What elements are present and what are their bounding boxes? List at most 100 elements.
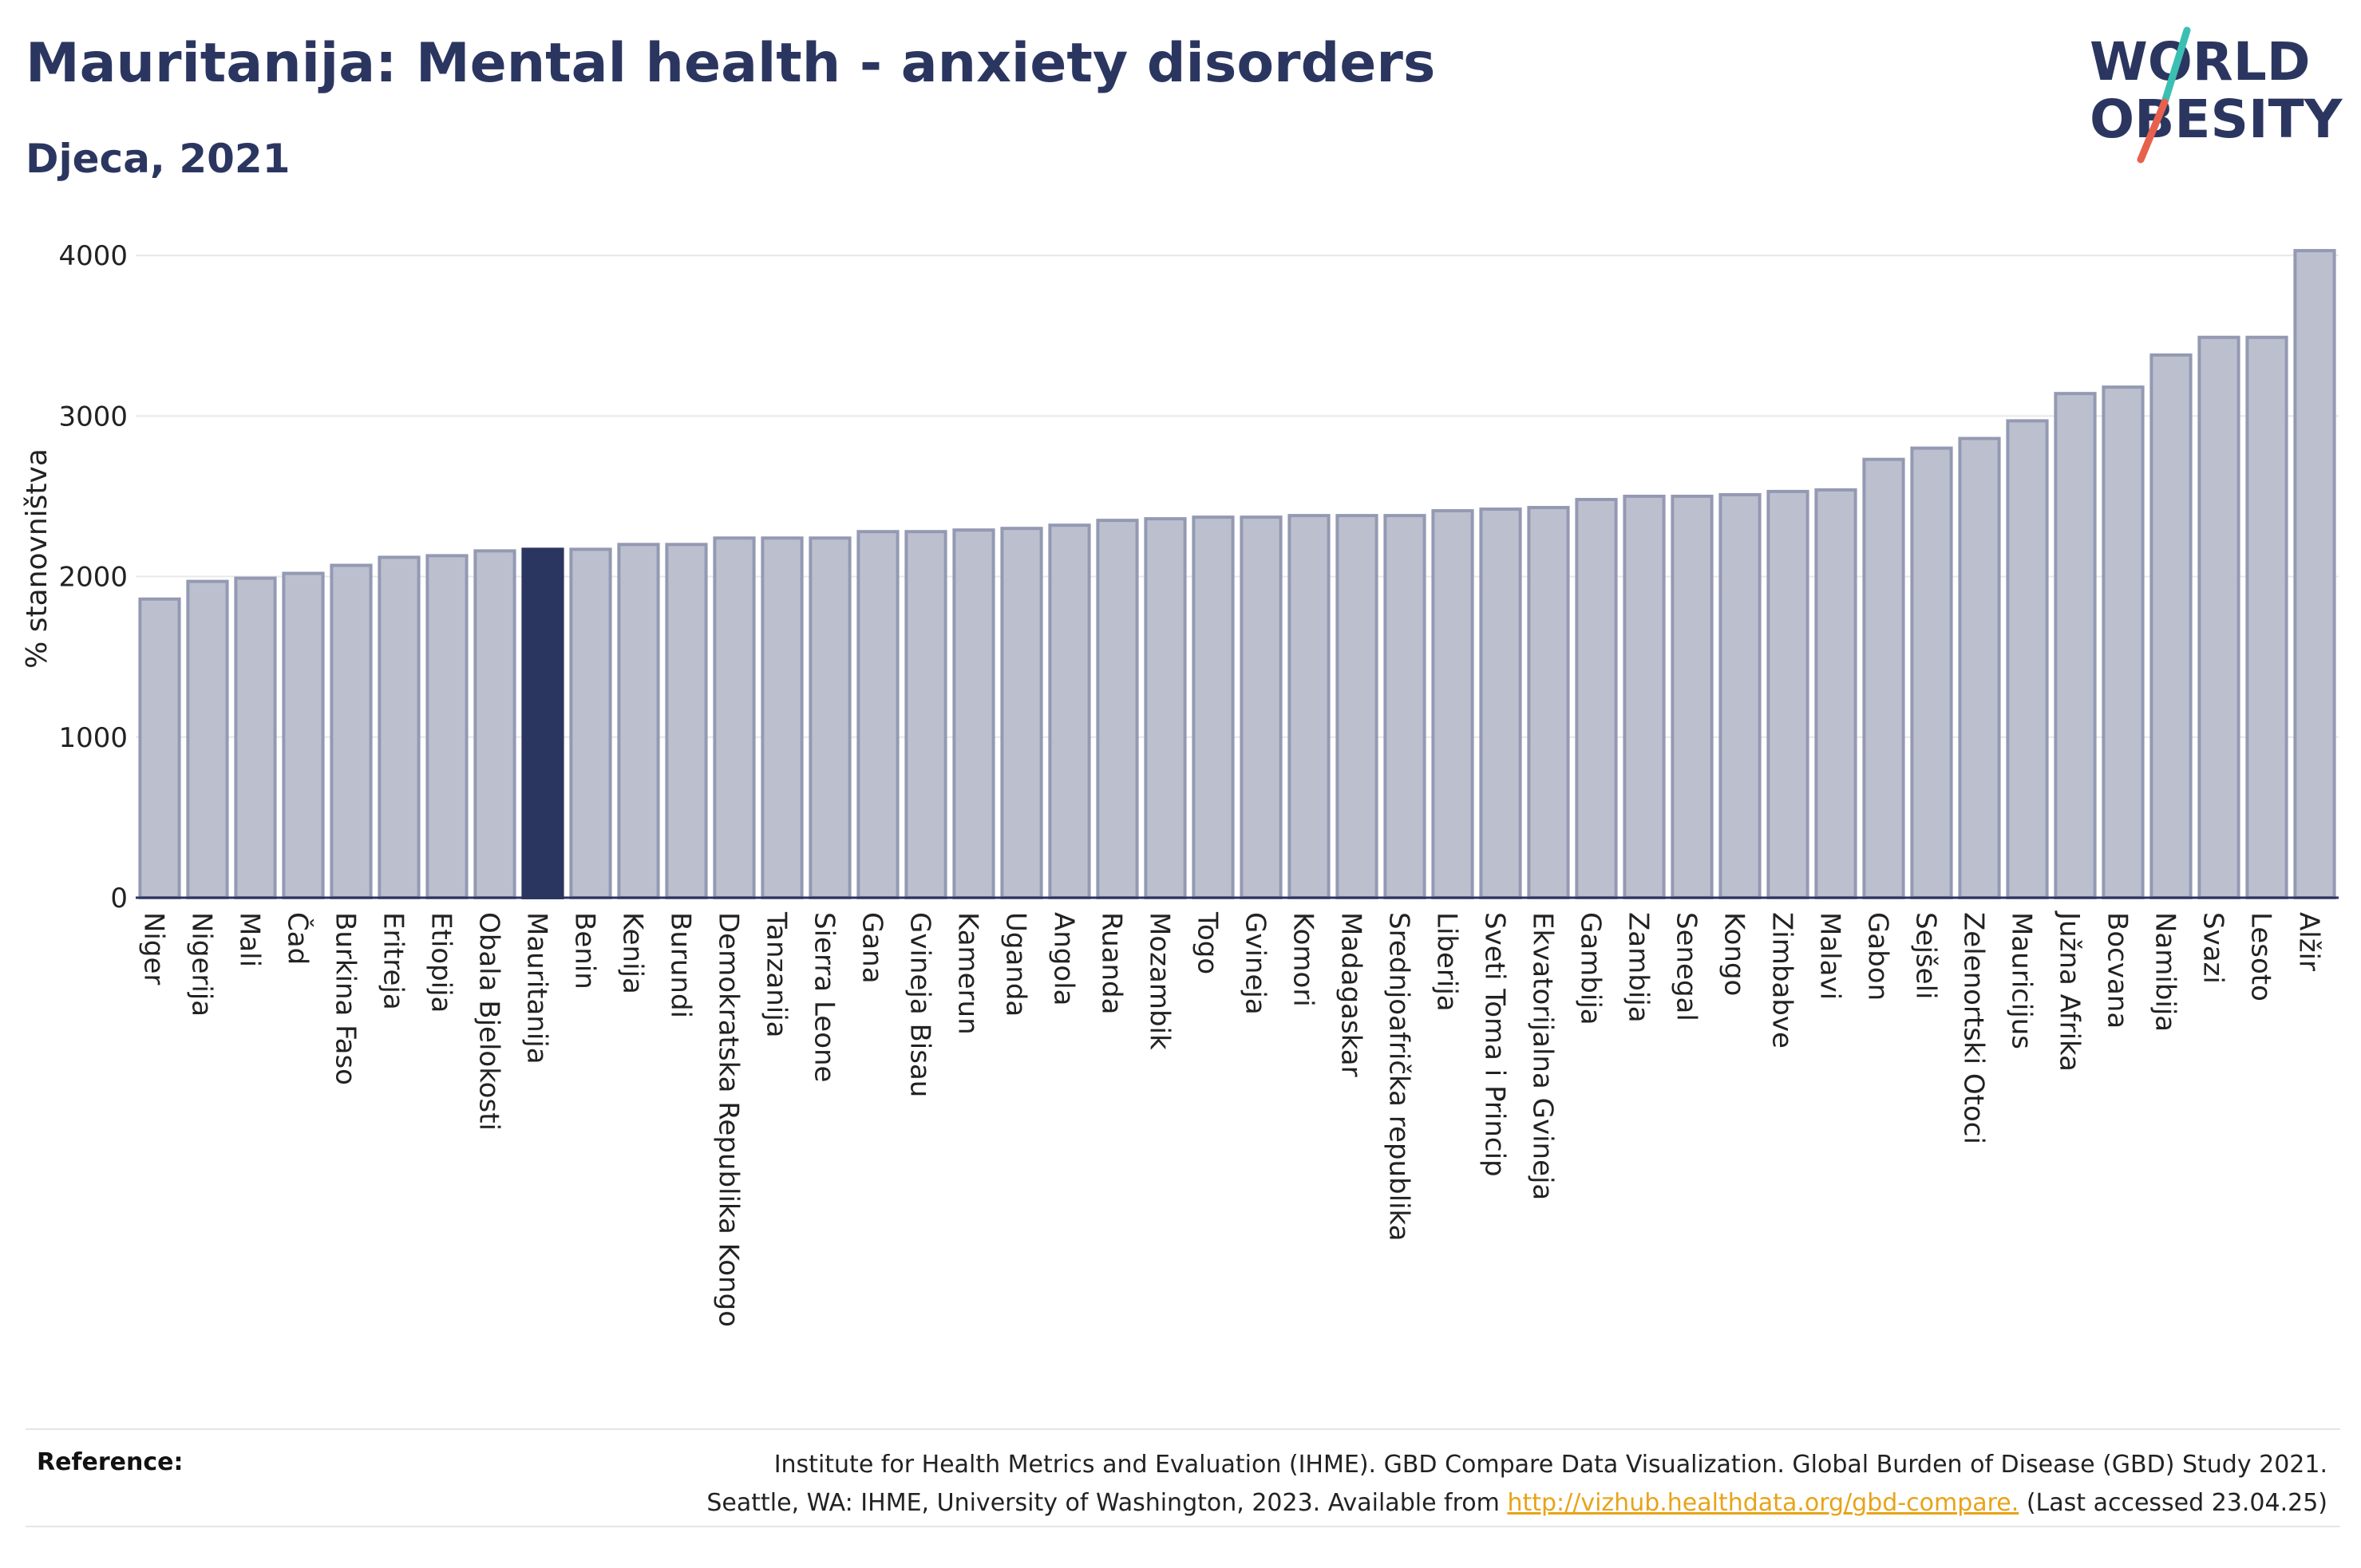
x-tick-label: Gvineja	[1239, 912, 1271, 1015]
bar	[1240, 515, 1283, 899]
bar	[425, 554, 469, 900]
chart-title: Mauritanija: Mental health - anxiety dis…	[26, 32, 1436, 95]
bar	[856, 530, 900, 899]
bar	[138, 597, 181, 899]
reference-text: Institute for Health Metrics and Evaluat…	[412, 1446, 2327, 1523]
x-tick-label: Burkina Faso	[329, 912, 361, 1085]
logo-line2: OBESITY	[2090, 89, 2343, 150]
y-tick-labels: 0 1000 2000 3000 4000	[58, 240, 128, 914]
bar	[1575, 497, 1618, 899]
bar	[2054, 392, 2097, 900]
y-tick-label: 3000	[58, 401, 128, 432]
reference-line-2: Seattle, WA: IHME, University of Washing…	[412, 1484, 2327, 1523]
x-tick-label: Nigerija	[185, 912, 217, 1017]
x-tick-label: Kenija	[616, 912, 648, 994]
x-tick-label: Angola	[1047, 912, 1079, 1005]
world-obesity-logo: WORLD OBESITY	[2090, 26, 2343, 164]
bar	[904, 530, 947, 899]
bar	[1623, 494, 1666, 899]
x-tick-label: Ruanda	[1095, 912, 1127, 1014]
bar	[2293, 249, 2336, 899]
x-tick-label: Benin	[568, 912, 600, 989]
x-tick-label: Zelenortski Otoci	[1957, 912, 1989, 1144]
x-tick-label: Zimbabve	[1766, 912, 1797, 1049]
footer-divider-top	[26, 1428, 2340, 1430]
y-tick-label: 0	[110, 883, 128, 914]
x-tick-label: Ekvatorijalna Gvineja	[1526, 912, 1558, 1200]
x-tick-label: Uganda	[999, 912, 1031, 1017]
x-tick-label: Gabon	[1861, 912, 1893, 1001]
x-tick-label: Gvineja Bisau	[904, 912, 935, 1097]
bar	[521, 547, 564, 899]
bar	[1766, 489, 1809, 899]
logo-line1: WORLD	[2090, 31, 2311, 93]
x-tick-label: Liberija	[1430, 912, 1462, 1012]
chart-subtitle: Djeca, 2021	[26, 136, 291, 182]
bar	[1096, 519, 1139, 899]
bar	[713, 536, 756, 900]
bar	[1718, 492, 1762, 899]
bar	[1335, 514, 1378, 899]
reference-line-1: Institute for Health Metrics and Evaluat…	[773, 1451, 2327, 1479]
bar	[1383, 514, 1426, 899]
bar	[809, 536, 852, 900]
x-tick-label: Srednjoafrička republika	[1382, 912, 1414, 1241]
bar	[1671, 494, 1714, 899]
x-tick-label: Bocvana	[2101, 912, 2133, 1029]
bar	[2006, 419, 2049, 899]
x-tick-label: Alžir	[2292, 912, 2324, 971]
bar	[1958, 436, 2001, 899]
bar	[2245, 335, 2288, 899]
y-tick-label: 4000	[58, 240, 128, 272]
bar	[473, 549, 516, 899]
x-tick-label: Komori	[1287, 912, 1319, 1007]
bar	[1527, 506, 1570, 899]
bar	[282, 571, 325, 899]
bars-layer	[138, 249, 2336, 900]
bar	[186, 579, 229, 899]
bar	[1862, 457, 1905, 899]
x-tick-label: Etiopija	[425, 912, 457, 1013]
bar	[378, 555, 421, 899]
bar	[1144, 517, 1187, 899]
y-tick-label: 1000	[58, 722, 128, 754]
bar	[1814, 488, 1857, 900]
x-tick-label: Senegal	[1670, 912, 1702, 1021]
x-tick-label: Burundi	[664, 912, 696, 1018]
x-tick-label: Kamerun	[951, 912, 983, 1035]
bar	[2149, 353, 2193, 899]
bar	[330, 563, 373, 899]
x-tick-label: Mali	[233, 912, 265, 967]
bar	[952, 528, 995, 900]
bar	[234, 576, 277, 899]
bar	[1431, 509, 1474, 899]
x-tick-label: Malavi	[1813, 912, 1845, 1000]
x-tick-label: Mauritanija	[520, 912, 552, 1064]
bar	[665, 543, 708, 899]
x-tick-label: Demokratska Republika Kongo	[712, 912, 744, 1327]
bar	[1479, 508, 1522, 899]
logo-slash-bottom	[2137, 98, 2169, 164]
x-tick-label: Kongo	[1718, 912, 1750, 996]
x-tick-label: Svazi	[2197, 912, 2229, 984]
bar	[2102, 385, 2145, 899]
reference-line-2-suffix: (Last accessed 23.04.25)	[2026, 1489, 2327, 1517]
x-tick-labels: Niger Nigerija Mali Čad Burkina Faso Eritreja…	[137, 910, 2324, 1327]
x-tick-label: Obala Bjelokosti	[473, 912, 504, 1131]
bar	[2197, 335, 2240, 899]
x-tick-label: Mauricijus	[2005, 912, 2037, 1049]
x-tick-label: Sejšeli	[1909, 912, 1941, 999]
x-tick-label: Sierra Leone	[808, 912, 840, 1082]
x-tick-label: Namibija	[2149, 912, 2181, 1032]
bar	[1192, 515, 1235, 899]
bar	[569, 547, 612, 899]
x-tick-label: Gana	[856, 912, 888, 984]
x-tick-label: Čad	[281, 912, 314, 965]
x-tick-label: Gambija	[1574, 912, 1606, 1025]
y-axis-label: % stanovništva	[21, 448, 53, 669]
bar	[617, 543, 660, 899]
x-tick-label: Lesoto	[2244, 912, 2276, 1001]
reference-link[interactable]: http://vizhub.healthdata.org/gbd-compare…	[1507, 1489, 2019, 1517]
bar	[1287, 514, 1331, 899]
bar	[1000, 527, 1043, 899]
